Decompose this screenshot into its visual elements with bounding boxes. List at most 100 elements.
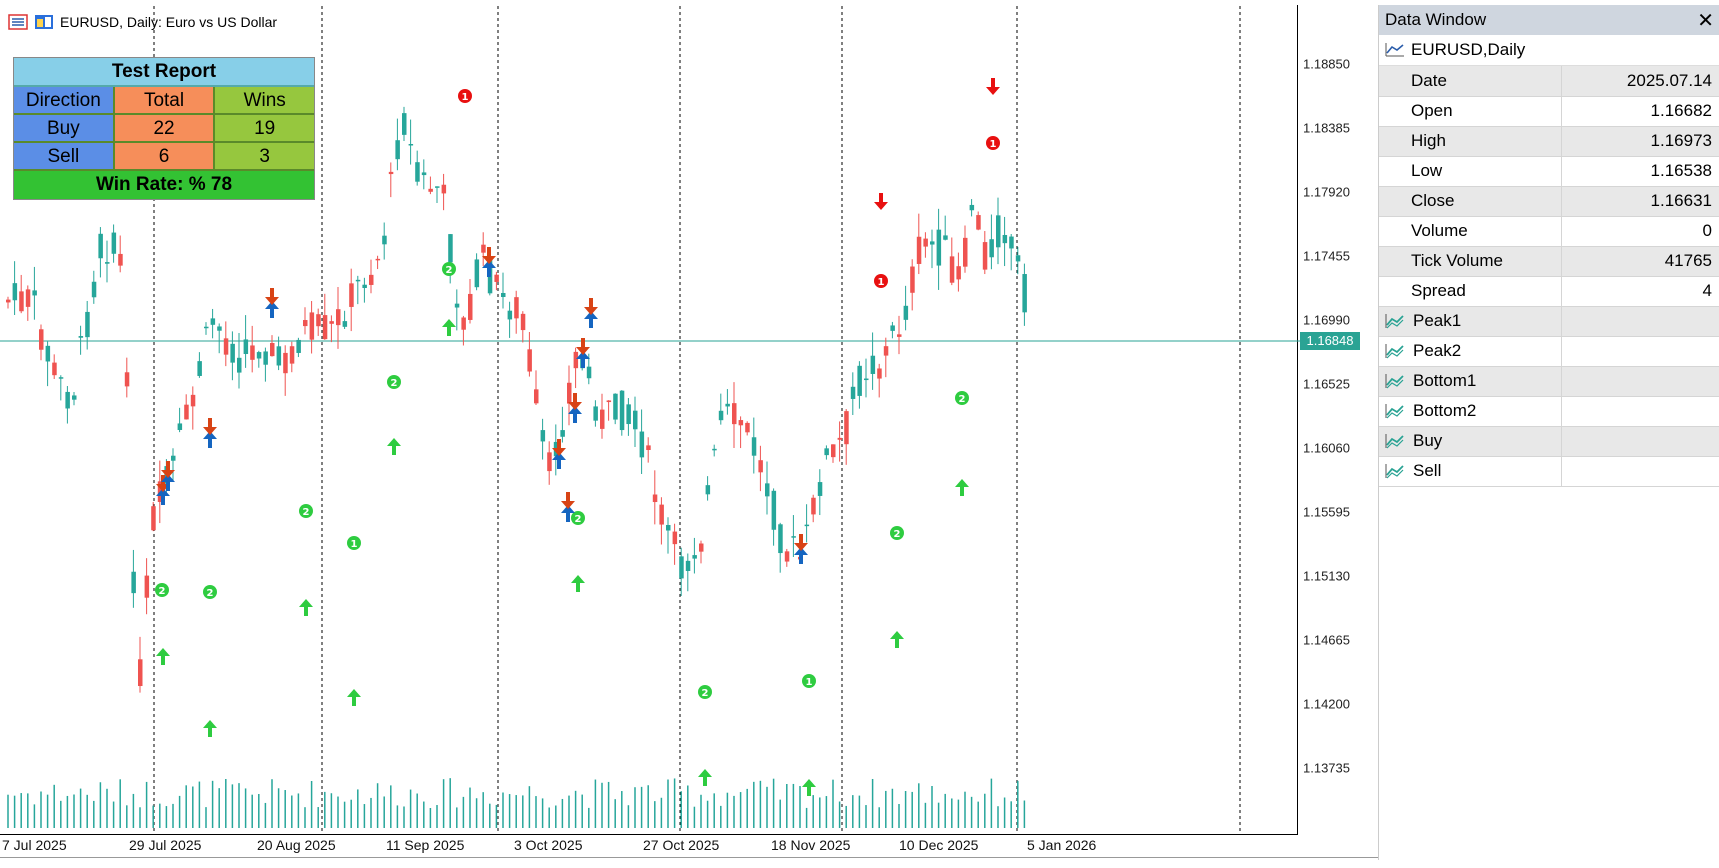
report-title: Test Report xyxy=(14,58,314,87)
candle-body xyxy=(613,394,618,420)
candle-body xyxy=(316,314,321,326)
down-arrow-icon xyxy=(986,78,1000,95)
date-tick-label: 10 Dec 2025 xyxy=(899,837,978,853)
candle-body xyxy=(547,452,552,471)
signal-marker-label: 2 xyxy=(702,688,709,699)
candle-body xyxy=(448,234,453,262)
candle-body xyxy=(692,555,697,559)
candle-body xyxy=(356,280,361,282)
candle-body xyxy=(739,420,744,425)
chart-menu-icon[interactable] xyxy=(8,14,28,30)
candle-body xyxy=(877,368,882,378)
indicator-label: Bottom2 xyxy=(1413,401,1476,421)
indicator-name-cell: Bottom2 xyxy=(1379,396,1562,426)
data-field-name: Date xyxy=(1379,66,1562,96)
candle-body xyxy=(1009,237,1014,249)
indicator-value-cell xyxy=(1562,456,1719,486)
candle-body xyxy=(686,561,691,571)
candle-body xyxy=(1003,235,1008,243)
candle-body xyxy=(607,400,612,402)
candle-body xyxy=(983,242,988,270)
report-header-row: Direction Total Wins xyxy=(14,87,314,115)
candle-body xyxy=(303,320,308,326)
candle-body xyxy=(250,345,255,359)
price-tick-label: 1.17920 xyxy=(1303,185,1350,200)
candle-body xyxy=(732,403,737,424)
data-window-symbol: EURUSD,Daily xyxy=(1379,35,1719,66)
symbol-icon xyxy=(34,14,54,30)
report-header-wins: Wins xyxy=(215,87,314,115)
up-arrow-icon xyxy=(890,631,904,648)
candle-body xyxy=(917,237,922,264)
report-cell-direction: Sell xyxy=(14,143,115,171)
candle-body xyxy=(6,300,11,303)
signal-marker-label: 1 xyxy=(351,539,358,550)
candle-body xyxy=(263,351,268,364)
signal-marker-label: 1 xyxy=(990,139,997,150)
indicator-label: Peak2 xyxy=(1413,341,1461,361)
indicator-row-peak2: Peak2 xyxy=(1379,336,1719,366)
candle-body xyxy=(481,245,486,253)
price-tick-label: 1.13735 xyxy=(1303,761,1350,776)
signal-marker-label: 1 xyxy=(878,277,885,288)
candle-body xyxy=(534,389,539,403)
candle-body xyxy=(745,423,750,432)
data-field-value: 2025.07.14 xyxy=(1562,66,1719,96)
candle-body xyxy=(706,485,711,494)
candle-body xyxy=(455,304,460,308)
indicator-value-cell xyxy=(1562,366,1719,396)
candle-body xyxy=(415,162,420,182)
candle-body xyxy=(950,256,955,282)
candle-body xyxy=(818,482,823,496)
candle-body xyxy=(785,551,790,561)
date-tick-label: 5 Jan 2026 xyxy=(1027,837,1096,853)
candle-body xyxy=(758,460,763,472)
data-field-value: 0 xyxy=(1562,216,1719,246)
indicator-name-cell: Buy xyxy=(1379,426,1562,456)
candle-body xyxy=(98,234,103,258)
indicator-value-cell xyxy=(1562,336,1719,366)
candle-body xyxy=(26,289,31,306)
indicator-label: Sell xyxy=(1413,461,1441,481)
candle-body xyxy=(151,506,156,530)
candle-body xyxy=(864,379,869,381)
signal-marker-label: 1 xyxy=(806,677,813,688)
price-tick-label: 1.18850 xyxy=(1303,57,1350,72)
price-tick-label: 1.15130 xyxy=(1303,569,1350,584)
candle-body xyxy=(323,315,328,339)
indicator-icon xyxy=(1385,433,1405,449)
candle-body xyxy=(851,387,856,399)
down-arrow-icon xyxy=(265,288,279,305)
candle-body xyxy=(996,215,1001,247)
candle-body xyxy=(587,367,592,379)
data-field-value: 4 xyxy=(1562,276,1719,306)
indicator-row-peak1: Peak1 xyxy=(1379,306,1719,336)
candle-body xyxy=(653,495,658,503)
candle-body xyxy=(772,491,777,530)
signal-marker-label: 2 xyxy=(959,394,966,405)
candle-body xyxy=(989,239,994,257)
close-icon[interactable]: ✕ xyxy=(1697,8,1714,33)
candle-body xyxy=(310,312,315,339)
candle-body xyxy=(376,259,381,261)
candle-body xyxy=(1022,274,1027,312)
candle-body xyxy=(904,306,909,320)
signal-marker-label: 2 xyxy=(207,588,214,599)
up-arrow-icon xyxy=(802,779,816,796)
candle-body xyxy=(277,346,282,365)
candle-body xyxy=(72,395,77,399)
data-field-value: 1.16538 xyxy=(1562,156,1719,186)
candle-body xyxy=(574,352,579,368)
candle-body xyxy=(46,346,51,362)
candle-body xyxy=(290,346,295,363)
candle-body xyxy=(956,266,961,279)
candle-body xyxy=(831,444,836,457)
